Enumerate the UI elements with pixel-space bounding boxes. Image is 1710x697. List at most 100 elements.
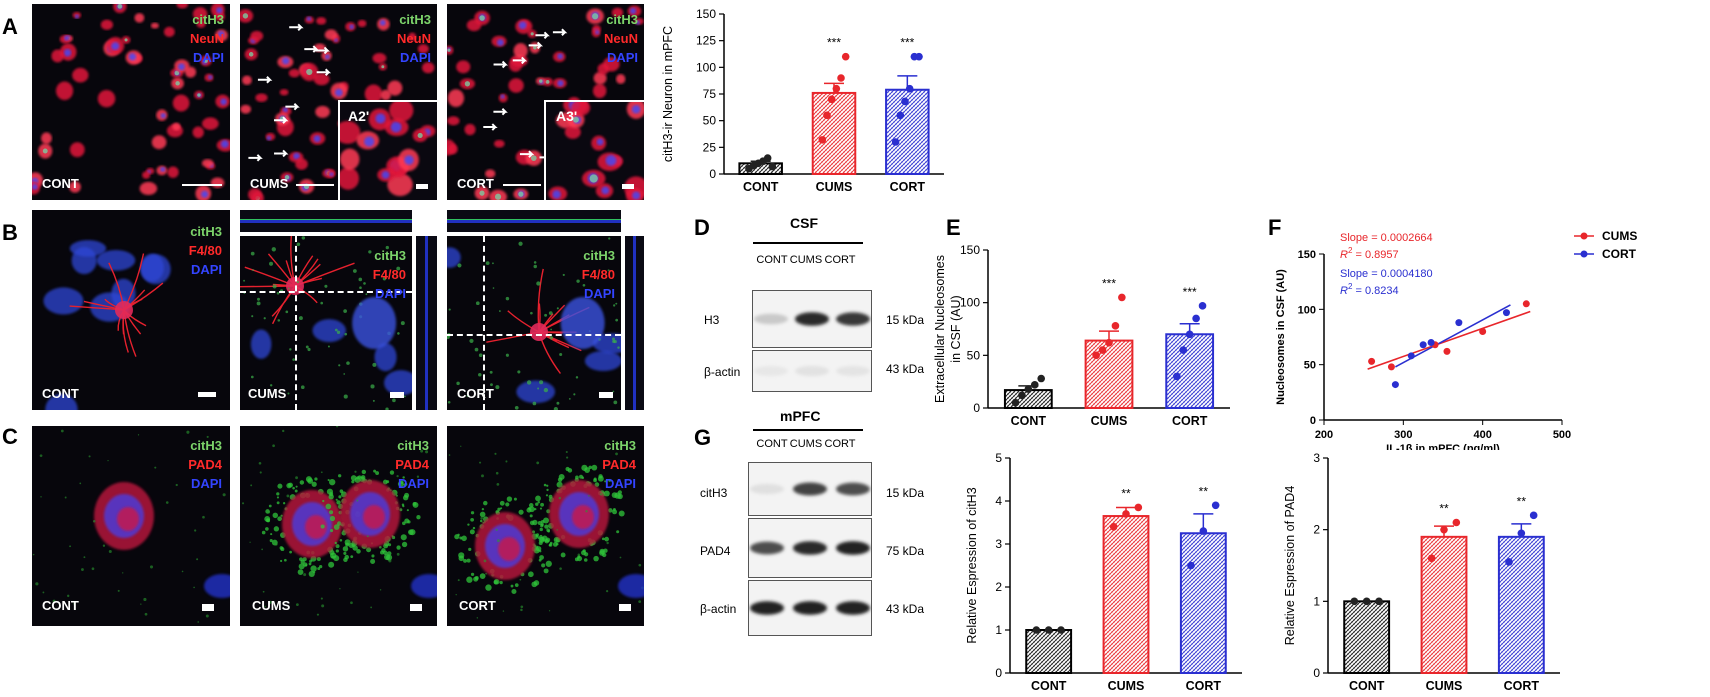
stain-label: PAD4 <box>602 457 636 472</box>
cith3-signal <box>537 387 540 390</box>
nucleus <box>560 297 605 349</box>
blot-strip <box>752 350 872 392</box>
background-speckle <box>455 594 457 596</box>
orthogonal-view-side <box>625 236 644 410</box>
cith3-signal <box>272 512 279 519</box>
panel-letter-e: E <box>946 215 961 240</box>
background-speckle <box>354 470 357 473</box>
cith3-signal <box>539 507 543 510</box>
arrow-icon <box>285 102 300 111</box>
cith3-signal <box>601 537 605 541</box>
r-squared-label: R2 = 0.8234 <box>1340 282 1399 297</box>
arrow-icon <box>289 23 304 32</box>
cith3-signal <box>328 494 334 500</box>
background-speckle <box>339 588 341 590</box>
cith3-signal <box>511 588 517 595</box>
y-axis-label: Relative Espression of citH3 <box>965 487 979 643</box>
inset-label: A2' <box>348 108 370 124</box>
orthogonal-view-top <box>240 210 412 232</box>
blot-bands <box>750 601 870 615</box>
cith3-signal <box>474 347 479 352</box>
nucleus <box>584 350 621 372</box>
cith3-signal <box>358 277 363 282</box>
neuron-cell <box>248 188 262 200</box>
data-point <box>1018 391 1026 400</box>
cith3-signal <box>470 517 475 522</box>
cith3-signal <box>373 469 377 473</box>
neuron-cell <box>417 44 429 54</box>
cith3-signal <box>539 555 544 560</box>
cith3-signal <box>365 293 368 296</box>
blot-strip <box>748 462 872 516</box>
cith3-signal <box>535 502 539 506</box>
neuron-cell <box>615 73 626 84</box>
cith3-signal <box>466 558 471 563</box>
legend-label: CUMS <box>1602 229 1637 243</box>
data-point <box>1505 558 1513 566</box>
neuron-cell <box>55 81 74 101</box>
cith3-signal <box>350 555 354 559</box>
microglia-field-cort: citH3 F4/80 DAPI CORT <box>447 236 621 410</box>
y-tick-label: 50 <box>1304 360 1316 372</box>
cith3-signal <box>387 551 392 556</box>
nucleus <box>384 370 412 396</box>
cith3-signal <box>251 315 254 318</box>
cith3-signal <box>252 269 254 271</box>
cith3-signal <box>469 529 475 535</box>
cith3-signal <box>386 480 390 484</box>
cith3-signal <box>383 550 388 556</box>
cith3-signal <box>530 155 537 162</box>
cith3-signal <box>370 558 376 564</box>
nucleus <box>204 574 230 598</box>
cith3-signal <box>576 556 583 562</box>
pad4-core <box>572 505 594 529</box>
panel-letter-d: D <box>694 215 710 240</box>
nucleus <box>160 113 166 119</box>
cith3-signal <box>468 547 472 552</box>
y-tick-label: 4 <box>995 494 1002 508</box>
condition-label: CONT <box>42 386 79 401</box>
nucleus <box>374 343 397 372</box>
lane-label: CUMS <box>789 254 823 266</box>
nucleus <box>128 53 136 61</box>
background-speckle <box>193 586 195 589</box>
cith3-signal <box>458 555 465 562</box>
cith3-signal <box>329 478 336 486</box>
cith3-signal <box>334 541 337 545</box>
stain-label: DAPI <box>606 50 638 65</box>
y-tick-label: 1 <box>1313 594 1320 608</box>
neuron-cell <box>466 19 482 32</box>
cith3-signal <box>344 539 351 546</box>
background-speckle <box>502 610 505 612</box>
cith3-signal <box>533 580 540 586</box>
cith3-signal <box>289 348 292 351</box>
data-point <box>1452 518 1461 527</box>
cith3-signal <box>544 524 549 529</box>
data-point <box>1368 357 1376 365</box>
cith3-signal <box>308 562 312 566</box>
data-point <box>1187 561 1195 570</box>
cith3-signal <box>617 346 620 349</box>
cith3-signal <box>544 313 548 317</box>
nucleus <box>43 287 84 315</box>
nucleus <box>306 16 312 21</box>
condition-label: CUMS <box>252 598 291 613</box>
data-point <box>1037 374 1045 383</box>
arrow-icon <box>248 154 263 162</box>
cith3-signal <box>265 518 270 523</box>
background-speckle <box>261 548 264 551</box>
cith3-signal <box>530 311 533 315</box>
stain-label: citH3 <box>374 248 406 263</box>
neuron-cell <box>447 89 465 108</box>
arrow-icon <box>316 68 332 76</box>
x-tick-label: CUMS <box>1108 679 1145 693</box>
cith3-signal <box>269 384 273 387</box>
cith3-signal <box>485 261 490 266</box>
neuron-cell <box>196 19 206 28</box>
scale-bar <box>182 184 222 186</box>
cith3-signal <box>295 485 298 488</box>
y-tick-label: 5 <box>995 451 1002 465</box>
cith3-signal <box>594 482 600 487</box>
cith3-signal <box>276 496 280 499</box>
blot-title-rule <box>753 429 863 431</box>
